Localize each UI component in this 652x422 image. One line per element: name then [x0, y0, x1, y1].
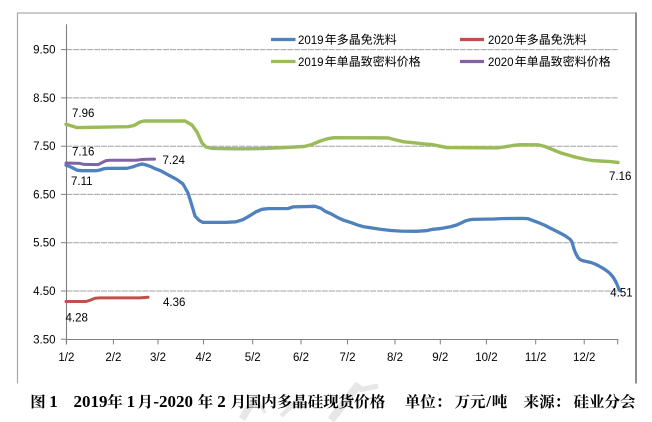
- svg-text:8.50: 8.50: [33, 93, 55, 105]
- svg-text:3.50: 3.50: [33, 334, 55, 346]
- svg-text:9/2: 9/2: [432, 352, 448, 364]
- svg-text:4/2: 4/2: [196, 352, 212, 364]
- svg-text:12/2: 12/2: [573, 352, 595, 364]
- svg-text:1/2: 1/2: [58, 352, 74, 364]
- svg-text:2/2: 2/2: [105, 352, 121, 364]
- svg-text:7.96: 7.96: [72, 108, 94, 120]
- svg-text:3/2: 3/2: [150, 352, 166, 364]
- svg-text:2: 2: [217, 392, 226, 411]
- svg-text:7.16: 7.16: [609, 171, 631, 183]
- svg-text:7/2: 7/2: [340, 352, 356, 364]
- svg-text:7.24: 7.24: [163, 155, 186, 167]
- svg-text:7.50: 7.50: [33, 141, 55, 153]
- svg-text:6/2: 6/2: [293, 352, 309, 364]
- svg-text:7.11: 7.11: [71, 176, 93, 188]
- svg-text:8/2: 8/2: [387, 352, 403, 364]
- svg-text:4.28: 4.28: [66, 313, 88, 325]
- svg-text:10/2: 10/2: [475, 352, 497, 364]
- svg-text:1: 1: [127, 392, 136, 411]
- svg-text:2019: 2019: [298, 57, 324, 69]
- svg-text:-2020: -2020: [153, 392, 193, 411]
- svg-text:4.50: 4.50: [33, 286, 55, 298]
- svg-text:4.36: 4.36: [163, 297, 185, 309]
- svg-text:7.16: 7.16: [72, 146, 94, 158]
- svg-text:1: 1: [49, 392, 58, 411]
- svg-text:6.50: 6.50: [33, 190, 55, 202]
- svg-text:9.50: 9.50: [33, 45, 55, 57]
- svg-text:5.50: 5.50: [33, 238, 55, 250]
- svg-text:/: /: [485, 392, 491, 411]
- svg-text:2019: 2019: [74, 392, 108, 411]
- svg-text:2020: 2020: [488, 57, 514, 69]
- svg-text:4.51: 4.51: [610, 288, 632, 300]
- svg-text:5/2: 5/2: [245, 352, 261, 364]
- svg-text:2020: 2020: [488, 35, 514, 47]
- svg-text:11/2: 11/2: [525, 352, 547, 364]
- svg-text:2019: 2019: [298, 35, 324, 47]
